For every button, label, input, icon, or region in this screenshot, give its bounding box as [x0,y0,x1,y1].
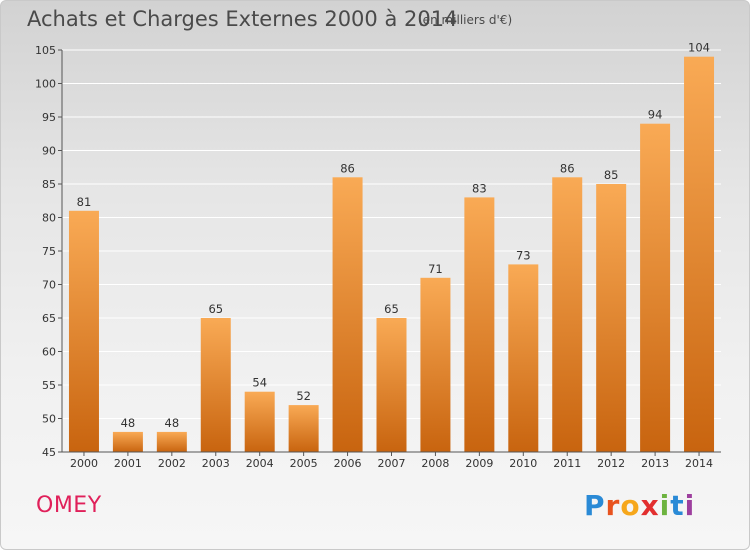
bar-value-label: 86 [560,161,575,175]
x-tick-label: 2014 [685,457,713,470]
bar-value-label: 52 [296,389,311,403]
bar[interactable] [156,431,187,452]
bar[interactable] [596,184,627,452]
bar[interactable] [332,177,363,453]
bar[interactable] [640,123,671,452]
x-tick-label: 2006 [334,457,362,470]
x-tick-label: 2002 [158,457,186,470]
bar[interactable] [244,391,275,452]
x-tick-label: 2001 [114,457,142,470]
y-tick-label: 80 [42,212,56,225]
y-tick-label: 95 [42,111,56,124]
logo-letter: i [659,489,671,522]
y-tick-label: 105 [35,44,56,57]
bar-value-label: 94 [648,108,663,122]
bar[interactable] [684,56,715,452]
bar[interactable] [288,405,319,452]
bar-value-label: 65 [208,302,223,316]
bar-value-label: 65 [384,302,399,316]
logo-letter: i [684,489,696,522]
x-tick-label: 2004 [246,457,274,470]
y-tick-label: 50 [42,413,56,426]
y-tick-label: 100 [35,78,56,91]
bar-value-label: 104 [688,41,710,55]
bar-value-label: 54 [252,376,267,390]
x-tick-label: 2013 [641,457,669,470]
logo-letter: o [620,489,641,522]
logo-letter: x [640,489,660,522]
x-tick-label: 2000 [70,457,98,470]
bar-value-label: 73 [516,248,531,262]
logo-letter: t [670,489,685,522]
bar[interactable] [376,318,407,452]
logo-letter: P [584,489,606,522]
y-tick-label: 75 [42,245,56,258]
y-tick-label: 60 [42,346,56,359]
bar-value-label: 48 [121,416,136,430]
x-tick-label: 2007 [378,457,406,470]
x-tick-label: 2010 [509,457,537,470]
x-tick-label: 2003 [202,457,230,470]
commune-name: OMEY [36,493,102,518]
y-tick-label: 45 [42,446,56,459]
bar[interactable] [200,318,231,452]
logo-letter: r [605,489,621,522]
y-tick-label: 85 [42,178,56,191]
y-tick-label: 65 [42,312,56,325]
y-tick-label: 55 [42,379,56,392]
bar[interactable] [464,197,495,452]
x-tick-label: 2008 [421,457,449,470]
x-tick-label: 2012 [597,457,625,470]
bar[interactable] [420,277,451,452]
bar-value-label: 81 [77,195,92,209]
x-tick-label: 2005 [290,457,318,470]
bar[interactable] [112,431,143,452]
x-tick-label: 2011 [553,457,581,470]
y-tick-label: 70 [42,279,56,292]
bar-value-label: 71 [428,262,443,276]
bar-value-label: 83 [472,181,487,195]
x-tick-label: 2009 [465,457,493,470]
y-tick-label: 90 [42,145,56,158]
bar[interactable] [68,210,99,452]
bar-value-label: 48 [165,416,180,430]
chart-subtitle: (en milliers d'€) [418,13,513,27]
bar-value-label: 85 [604,168,619,182]
bar[interactable] [508,264,539,452]
bar-value-label: 86 [340,161,355,175]
proxiti-logo[interactable]: Proxiti [584,489,695,522]
chart-title: Achats et Charges Externes 2000 à 2014 [27,7,458,31]
bar[interactable] [552,177,583,453]
